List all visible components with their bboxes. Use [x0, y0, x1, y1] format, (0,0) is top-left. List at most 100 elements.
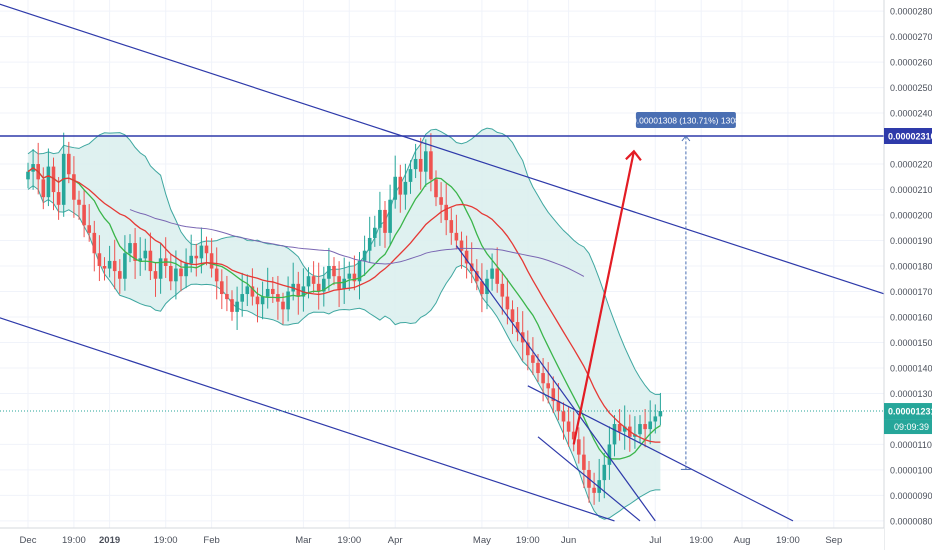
- candle-body: [179, 268, 183, 277]
- candle-body: [128, 243, 132, 254]
- candle-body: [245, 286, 250, 295]
- time-tick-label: May: [473, 535, 491, 546]
- candle-body: [133, 243, 137, 261]
- time-tick-label: 19:00: [776, 535, 800, 546]
- measure-label-box: [635, 112, 736, 128]
- candle-body: [143, 250, 148, 259]
- support-trendline: [537, 436, 641, 522]
- candle-body: [342, 278, 346, 289]
- candles: [26, 132, 663, 505]
- price-axis-panel[interactable]: [884, 0, 932, 550]
- candle-body: [408, 169, 413, 182]
- resistance-level-tag: [884, 128, 932, 144]
- candle-body: [240, 294, 244, 302]
- candle-body: [67, 153, 71, 175]
- candle-body: [51, 166, 56, 193]
- candle-body: [475, 271, 479, 282]
- candle-body: [515, 322, 520, 333]
- upper-channel-trendline: [0, 3, 885, 295]
- candle-body: [602, 464, 607, 481]
- candle-body: [306, 276, 311, 287]
- candle-body: [153, 271, 158, 279]
- candle-body: [638, 424, 642, 435]
- candle-body: [582, 454, 586, 470]
- drawings: [0, 3, 885, 522]
- candle-body: [566, 421, 571, 432]
- time-axis-panel[interactable]: [0, 528, 884, 550]
- candle-body: [490, 268, 494, 279]
- candle-body: [459, 240, 464, 251]
- time-tick-label: 19:00: [154, 535, 178, 546]
- candle-body: [449, 220, 454, 233]
- projection-arrow-shaft: [572, 151, 635, 445]
- candle-body: [169, 266, 173, 282]
- candle-body: [607, 444, 612, 465]
- resistance-trendline: [527, 385, 794, 522]
- candle-body: [87, 225, 91, 233]
- candle-body: [316, 283, 321, 292]
- candle-body: [255, 296, 260, 305]
- candle-body: [571, 431, 576, 440]
- candle-body: [311, 276, 316, 284]
- candle-body: [556, 401, 561, 412]
- candle-body: [184, 263, 188, 277]
- candle-body: [204, 245, 209, 254]
- candle-body: [281, 301, 285, 310]
- resistance-level-value: 0.00002310: [888, 132, 932, 142]
- time-tick-label: 19:00: [516, 535, 540, 546]
- candle-body: [123, 253, 127, 279]
- candle-body: [383, 209, 387, 233]
- moving-average-mid: [27, 167, 661, 443]
- candle-body: [577, 439, 581, 455]
- candle-body: [174, 268, 178, 282]
- candle-body: [495, 268, 499, 284]
- candle-body: [536, 362, 540, 374]
- candle-body: [46, 166, 51, 198]
- candle-body: [429, 151, 433, 180]
- candle-body: [413, 158, 418, 170]
- candle-body: [546, 383, 550, 389]
- price-tick-label: 0.00000800: [890, 516, 932, 526]
- candle-body: [102, 266, 107, 269]
- projection-arrow-head: [625, 149, 642, 161]
- candle-body: [561, 411, 566, 422]
- candle-body: [322, 278, 326, 292]
- time-tick-label: 19:00: [689, 535, 713, 546]
- moving-average-long: [129, 209, 585, 277]
- candle-body: [439, 197, 443, 205]
- time-tick-label: 19:00: [337, 535, 361, 546]
- candle-body: [398, 176, 403, 195]
- candle-body: [622, 426, 627, 432]
- candle-body: [72, 174, 76, 200]
- candle-body: [393, 176, 397, 200]
- candle-body: [357, 260, 362, 282]
- moving-average-short: [27, 167, 661, 460]
- candle-body: [464, 250, 469, 264]
- candle-body: [235, 301, 239, 312]
- candle-body: [592, 487, 596, 493]
- candle-body: [209, 253, 214, 269]
- candle-body: [505, 296, 510, 310]
- candle-body: [327, 266, 331, 279]
- time-tick-label: Mar: [295, 535, 311, 546]
- candle-body: [107, 260, 112, 269]
- bollinger-fill: [28, 128, 661, 520]
- candle-body: [648, 421, 652, 430]
- candle-body: [77, 199, 81, 205]
- candle-body: [138, 258, 142, 261]
- candle-body: [434, 179, 438, 198]
- candle-body: [158, 258, 163, 279]
